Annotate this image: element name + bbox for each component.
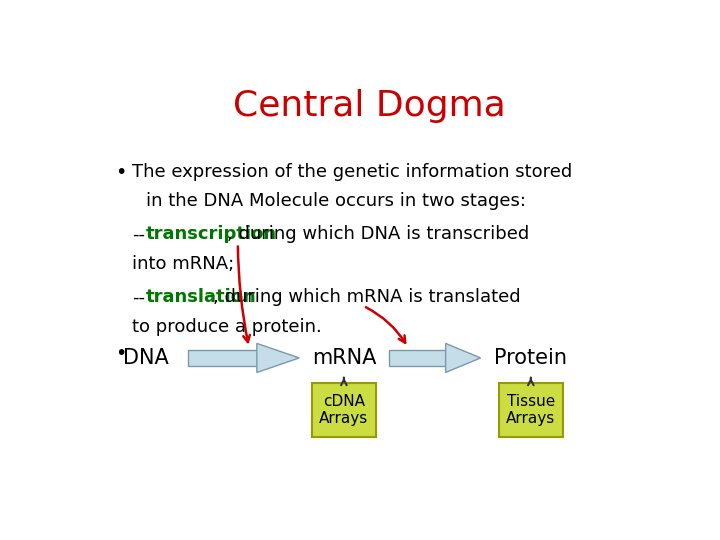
Text: transcription: transcription bbox=[145, 225, 277, 244]
FancyBboxPatch shape bbox=[389, 350, 446, 366]
Text: --: -- bbox=[132, 288, 145, 306]
Text: •: • bbox=[115, 163, 127, 181]
Polygon shape bbox=[446, 343, 481, 373]
Text: translation: translation bbox=[145, 288, 256, 306]
Text: in the DNA Molecule occurs in two stages:: in the DNA Molecule occurs in two stages… bbox=[145, 192, 526, 211]
Text: Central Dogma: Central Dogma bbox=[233, 90, 505, 123]
FancyBboxPatch shape bbox=[188, 350, 257, 366]
Text: Protein: Protein bbox=[495, 348, 567, 368]
Text: to produce a protein.: to produce a protein. bbox=[132, 318, 322, 336]
Text: --: -- bbox=[132, 225, 145, 244]
Polygon shape bbox=[257, 343, 300, 373]
FancyBboxPatch shape bbox=[499, 383, 563, 437]
Text: , during which mRNA is translated: , during which mRNA is translated bbox=[213, 288, 521, 306]
Text: into mRNA;: into mRNA; bbox=[132, 255, 234, 273]
Text: mRNA: mRNA bbox=[312, 348, 376, 368]
Text: , during which DNA is transcribed: , during which DNA is transcribed bbox=[227, 225, 529, 244]
Text: cDNA
Arrays: cDNA Arrays bbox=[319, 394, 369, 426]
Text: DNA: DNA bbox=[123, 348, 168, 368]
FancyBboxPatch shape bbox=[312, 383, 376, 437]
Text: The expression of the genetic information stored: The expression of the genetic informatio… bbox=[132, 163, 572, 180]
Text: •: • bbox=[115, 345, 127, 363]
Text: Tissue
Arrays: Tissue Arrays bbox=[506, 394, 555, 426]
